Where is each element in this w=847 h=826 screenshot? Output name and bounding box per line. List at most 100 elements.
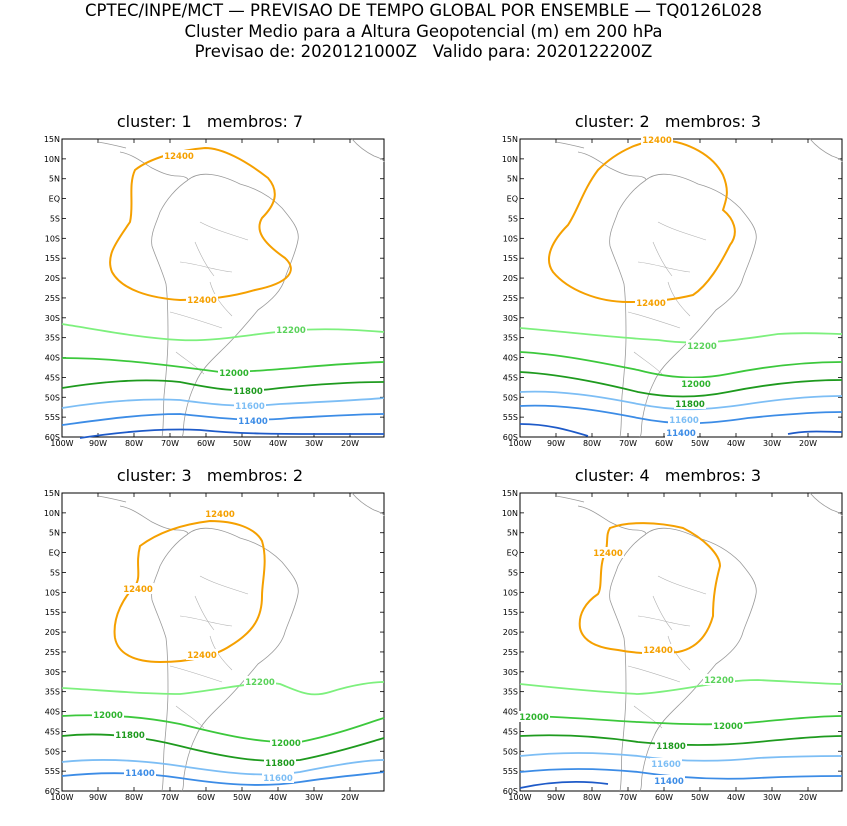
map-frame — [61, 138, 385, 438]
lon-label: 50W — [691, 793, 709, 802]
lat-label: 55S — [503, 413, 518, 422]
contour-label: 12000 — [713, 722, 743, 732]
lat-label: EQ — [507, 549, 518, 558]
lat-label: 5S — [508, 568, 518, 577]
country-border — [199, 221, 249, 241]
coastline — [609, 533, 647, 792]
panel-title: cluster: 1 membros: 7 — [116, 112, 304, 131]
country-border — [175, 705, 205, 729]
contour-11200 — [519, 423, 843, 437]
lat-label: 40S — [45, 354, 60, 363]
contour-label: 11800 — [265, 759, 295, 769]
lat-label: 30S — [503, 668, 518, 677]
contour-12200 — [61, 681, 385, 696]
coastline — [555, 495, 585, 503]
contour-11400 — [519, 768, 843, 780]
contour-label: 12400 — [642, 136, 672, 146]
map-frame — [519, 138, 843, 438]
lat-label: 60S — [503, 433, 518, 442]
country-border — [209, 281, 233, 317]
coastline — [119, 151, 189, 181]
lat-label: 25S — [45, 294, 60, 303]
lat-label: 55S — [45, 767, 60, 776]
map-panel-cluster-3: cluster: 3 membros: 2 15N 10N 5N EQ 5S 10S 15S… — [0, 466, 420, 826]
country-border — [657, 575, 707, 595]
contour-12000 — [519, 715, 843, 726]
lat-label: 5N — [49, 175, 60, 184]
lon-label: 90W — [547, 793, 565, 802]
contour-11800 — [519, 734, 843, 746]
lon-label: 70W — [161, 793, 179, 802]
contour-11800 — [519, 371, 843, 398]
lat-label: 20S — [45, 628, 60, 637]
lon-label: 70W — [619, 439, 637, 448]
contour-label: 12200 — [276, 326, 306, 336]
header-line-1: CPTEC/INPE/MCT — PREVISAO DE TEMPO GLOBA… — [85, 1, 762, 20]
lat-label: 40S — [503, 354, 518, 363]
lat-label: EQ — [507, 195, 518, 204]
lon-label: 100W — [508, 793, 531, 802]
contour-label: 12200 — [245, 678, 275, 688]
country-border — [194, 595, 215, 631]
country-border — [169, 665, 223, 683]
country-border — [667, 635, 691, 671]
lat-label: 25S — [503, 294, 518, 303]
contour-label: 12000 — [219, 369, 249, 379]
coastline — [151, 179, 189, 438]
lat-label: 45S — [45, 727, 60, 736]
lat-label: 5S — [50, 214, 60, 223]
lon-label: 100W — [508, 439, 531, 448]
contour-layer: 12400 12400 12200 12000 11800 11600 11400 — [61, 146, 385, 439]
lat-label: 60S — [45, 433, 60, 442]
lat-label: 5S — [50, 568, 60, 577]
country-border — [652, 241, 673, 277]
country-border — [637, 615, 691, 627]
lon-label: 90W — [89, 439, 107, 448]
lat-label: 55S — [45, 413, 60, 422]
lon-label: 40W — [727, 439, 745, 448]
lat-label: 15S — [503, 608, 518, 617]
contour-12000 — [519, 351, 843, 379]
contour-label: 11400 — [666, 429, 696, 439]
lat-label: 5N — [507, 175, 518, 184]
country-border — [627, 665, 681, 683]
lat-label: 10S — [503, 588, 518, 597]
contour-11800 — [61, 379, 385, 392]
contour-label: 11600 — [235, 402, 265, 412]
contour-label: 12400 — [205, 510, 235, 520]
country-border — [667, 281, 691, 317]
lat-label: 10N — [44, 509, 60, 518]
country-border — [657, 221, 707, 241]
lon-label: 40W — [269, 439, 287, 448]
lat-label: 15N — [502, 489, 518, 498]
lon-label: 50W — [233, 439, 251, 448]
lat-label: 60S — [45, 787, 60, 796]
contour-12200 — [519, 679, 843, 695]
lon-label: 90W — [547, 439, 565, 448]
contour-label: 12000 — [93, 711, 123, 721]
lat-label: 35S — [45, 688, 60, 697]
lon-label: 90W — [89, 793, 107, 802]
lat-label: 10N — [502, 155, 518, 164]
coastline — [809, 492, 843, 517]
contour-12200 — [61, 323, 385, 342]
contour-label: 12400 — [164, 152, 194, 162]
contour-label: 11800 — [233, 387, 263, 397]
lat-label: 40S — [503, 708, 518, 717]
lat-label: 50S — [45, 393, 60, 402]
contour-label: 12400 — [593, 549, 623, 559]
lon-label: 40W — [269, 793, 287, 802]
country-border — [169, 311, 223, 329]
lat-label: 30S — [45, 668, 60, 677]
contour-label: 12000 — [271, 739, 301, 749]
contour-label: 12200 — [704, 676, 734, 686]
contour-label: 12000 — [519, 713, 549, 723]
lat-label: 10N — [502, 509, 518, 518]
lon-label: 60W — [655, 793, 673, 802]
coastline — [577, 505, 647, 535]
country-border — [209, 635, 233, 671]
contour-layer: 12400 12400 12200 12000 11800 11600 11400 — [519, 134, 843, 439]
contour-label: 11600 — [263, 774, 293, 784]
country-border — [633, 705, 663, 729]
contour-label: 11800 — [656, 742, 686, 752]
